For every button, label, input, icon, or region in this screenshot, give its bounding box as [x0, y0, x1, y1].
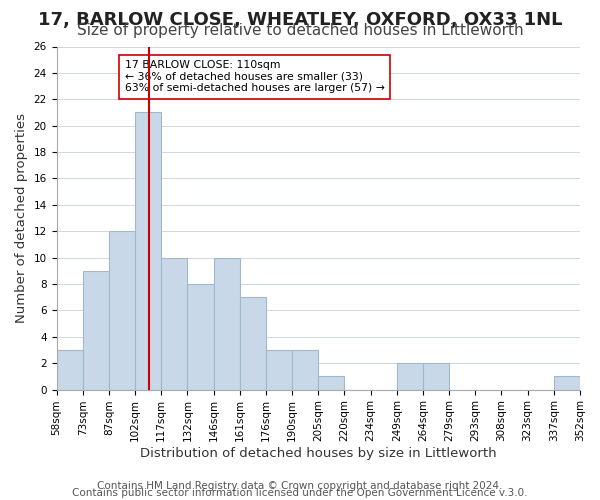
Bar [187, 284, 214, 390]
Y-axis label: Number of detached properties: Number of detached properties [15, 113, 28, 323]
Bar [292, 350, 318, 390]
Bar [397, 363, 423, 390]
Bar [423, 363, 449, 390]
Bar [109, 231, 135, 390]
Text: Size of property relative to detached houses in Littleworth: Size of property relative to detached ho… [77, 22, 523, 38]
Text: Contains HM Land Registry data © Crown copyright and database right 2024.: Contains HM Land Registry data © Crown c… [97, 481, 503, 491]
Bar [135, 112, 161, 390]
Bar [214, 258, 240, 390]
Text: 17 BARLOW CLOSE: 110sqm
← 36% of detached houses are smaller (33)
63% of semi-de: 17 BARLOW CLOSE: 110sqm ← 36% of detache… [125, 60, 385, 94]
Text: 17, BARLOW CLOSE, WHEATLEY, OXFORD, OX33 1NL: 17, BARLOW CLOSE, WHEATLEY, OXFORD, OX33… [38, 11, 562, 29]
Text: Contains public sector information licensed under the Open Government Licence v.: Contains public sector information licen… [72, 488, 528, 498]
Bar [266, 350, 292, 390]
Bar [554, 376, 580, 390]
Bar [161, 258, 187, 390]
Bar [240, 297, 266, 390]
Bar [318, 376, 344, 390]
X-axis label: Distribution of detached houses by size in Littleworth: Distribution of detached houses by size … [140, 447, 497, 460]
Bar [83, 271, 109, 390]
Bar [56, 350, 83, 390]
